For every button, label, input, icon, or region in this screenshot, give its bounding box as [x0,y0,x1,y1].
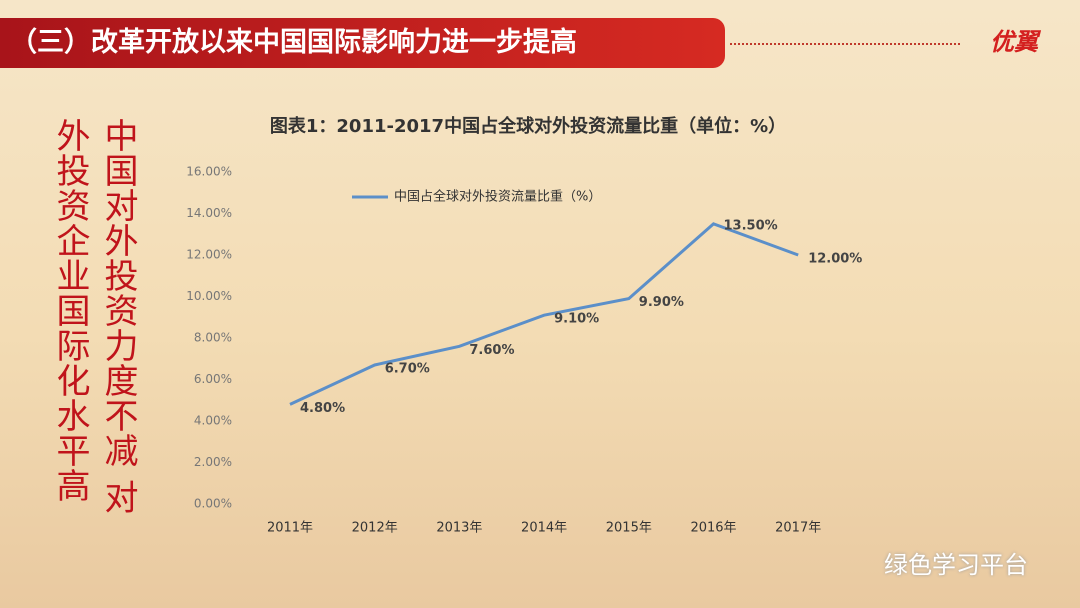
x-tick-label: 2012年 [352,521,398,536]
divider [730,43,960,45]
data-label: 6.70% [385,361,430,376]
y-tick-label: 12.00% [186,248,232,262]
data-label: 9.90% [639,295,684,310]
x-tick-label: 2014年 [521,521,567,536]
side-column: 中国对外投资力度不减 对 [98,118,138,515]
y-tick-label: 8.00% [194,331,232,345]
data-label: 4.80% [300,401,345,416]
x-tick-label: 2015年 [606,521,652,536]
chart-title: 图表1：2011-2017中国占全球对外投资流量比重（单位：%） [270,115,786,137]
y-tick-label: 2.00% [194,455,232,469]
x-tick-label: 2016年 [690,521,736,536]
data-label: 7.60% [469,343,514,358]
x-tick-label: 2013年 [436,521,482,536]
y-tick-label: 16.00% [186,165,232,179]
header-title: （三）改革开放以来中国国际影响力进一步提高 [0,18,725,68]
legend-label: 中国占全球对外投资流量比重（%） [394,189,601,205]
side-text: 中国对外投资力度不减 对 外投资企业国际化水平高 [50,118,138,515]
side-column: 外投资企业国际化水平高 [50,118,90,503]
x-tick-label: 2017年 [775,521,821,536]
y-tick-label: 10.00% [186,289,232,303]
data-label: 12.00% [808,252,862,267]
watermark: 绿色学习平台 [884,551,1028,579]
line [289,222,799,406]
y-tick-label: 14.00% [186,206,232,220]
y-tick-label: 6.00% [194,372,232,386]
y-tick-label: 4.00% [194,414,232,428]
logo: 优翼 [990,28,1038,56]
data-label: 13.50% [724,218,778,233]
y-tick-label: 0.00% [194,497,232,511]
data-label: 9.10% [554,312,599,327]
x-tick-label: 2011年 [267,521,313,536]
